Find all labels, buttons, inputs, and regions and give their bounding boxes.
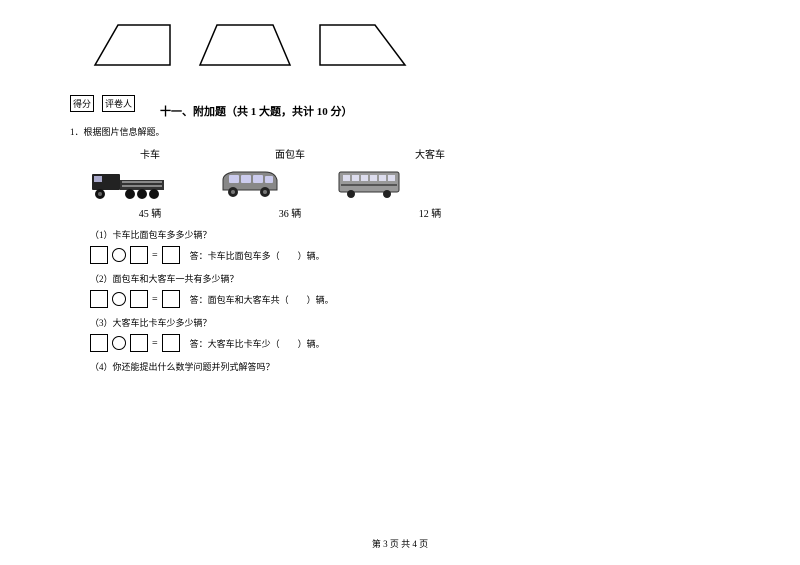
eq-box[interactable] (130, 334, 148, 352)
equals-sign: = (152, 338, 158, 349)
bus-count: 12 辆 (390, 205, 470, 220)
truck-count: 45 辆 (110, 205, 190, 220)
sub-question-2: （2）面包车和大客车一共有多少辆？ (90, 272, 730, 285)
answer-3: 答：大客车比卡车少（ ）辆。 (190, 337, 325, 350)
score-label: 得分 (70, 95, 94, 112)
eq-box[interactable] (130, 246, 148, 264)
grader-label: 评卷人 (102, 95, 135, 112)
equation-2: = 答：面包车和大客车共（ ）辆。 (90, 290, 730, 308)
sub-question-3: （3）大客车比卡车少多少辆？ (90, 316, 730, 329)
eq-circle[interactable] (112, 292, 126, 306)
equals-sign: = (152, 294, 158, 305)
eq-box[interactable] (162, 290, 180, 308)
van-count: 36 辆 (250, 205, 330, 220)
truck-image (90, 164, 170, 202)
bus-image (330, 164, 410, 202)
eq-box[interactable] (130, 290, 148, 308)
equation-3: = 答：大客车比卡车少（ ）辆。 (90, 334, 730, 352)
sub-question-4: （4）你还能提出什么数学问题并列式解答吗？ (90, 360, 730, 373)
vehicle-images-row (90, 164, 730, 202)
answer-1: 答：卡车比面包车多（ ）辆。 (190, 249, 325, 262)
section-title: 十一、附加题（共 1 大题，共计 10 分） (160, 106, 353, 118)
eq-circle[interactable] (112, 248, 126, 262)
vehicle-labels-row: 卡车 面包车 大客车 (110, 146, 730, 161)
trapezoid-shapes (90, 20, 730, 70)
eq-box[interactable] (162, 334, 180, 352)
trapezoid-3 (315, 20, 410, 70)
page-footer: 第 3 页 共 4 页 (0, 537, 800, 550)
sub-question-1: （1）卡车比面包车多多少辆？ (90, 228, 730, 241)
equals-sign: = (152, 250, 158, 261)
answer-2: 答：面包车和大客车共（ ）辆。 (190, 293, 334, 306)
van-label: 面包车 (250, 146, 330, 161)
eq-box[interactable] (90, 246, 108, 264)
eq-circle[interactable] (112, 336, 126, 350)
bus-label: 大客车 (390, 146, 470, 161)
question-intro: 1．根据图片信息解题。 (70, 125, 730, 138)
van-image (210, 164, 290, 202)
truck-label: 卡车 (110, 146, 190, 161)
eq-box[interactable] (162, 246, 180, 264)
vehicle-counts-row: 45 辆 36 辆 12 辆 (110, 205, 730, 220)
equation-1: = 答：卡车比面包车多（ ）辆。 (90, 246, 730, 264)
trapezoid-1 (90, 20, 175, 70)
trapezoid-2 (195, 20, 295, 70)
eq-box[interactable] (90, 290, 108, 308)
eq-box[interactable] (90, 334, 108, 352)
